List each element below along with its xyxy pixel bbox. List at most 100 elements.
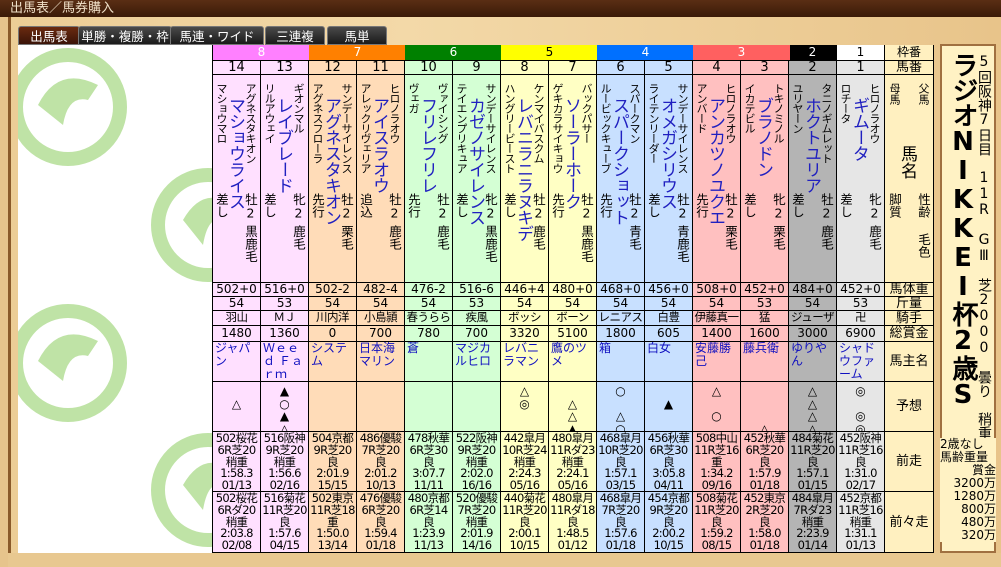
horse-column[interactable]: 4 6 スパークマン ルービックキューブ スパークショット 牡2 青毛 先行 468+0 54 レニ…: [597, 45, 694, 553]
horse-name: スパークショット: [609, 97, 629, 225]
horse-column[interactable]: 5 8 ケンマイバスクム ハングリービースト レバニラニラヌキデ 牡2 鹿毛 差し 446+4 5…: [501, 45, 598, 553]
weight-condition: 馬齢重量: [940, 450, 989, 464]
running-style: 先行: [694, 193, 709, 218]
horse-name-cell[interactable]: ヴァイシング ヴェガ フリレフリレ 牡2 鹿毛 先行: [405, 75, 452, 283]
second-previous-race[interactable]: 452東京 2R芝20 良 1:58.0 01/18: [741, 492, 788, 553]
horse-column[interactable]: 1 1 ヒロノラオウ ロチータ ギムータ 牝2 鹿毛 差し 452+0 53 卍 6900 シャドウファ…: [837, 45, 885, 553]
prediction-marks: ◎ ◎ ◎: [837, 382, 884, 432]
second-previous-race[interactable]: 452京都 11R芝16 稍重 1:31.1 01/13: [837, 492, 884, 553]
horse-name-cell[interactable]: ギオンマル リルアウェイ レイブレード 牝2 鹿毛 差し: [261, 75, 308, 283]
jockey-name: レニアス: [597, 311, 644, 326]
horse-name-cell[interactable]: ヒロノラオウ アレックリヴェリア アイスラオウ 牡2 鹿毛 追込: [357, 75, 404, 283]
race-line: 1:59.2: [700, 526, 733, 541]
tab-2[interactable]: 馬連・ワイド: [170, 26, 264, 45]
prize-amount: 320万: [961, 528, 996, 542]
horse-name-cell[interactable]: サンデーサイレンス アグネスフローラ アグネスタキオン 牡2 栗毛 先行: [309, 75, 356, 283]
previous-race[interactable]: 484菊花 11R芝20 良 1:57.1 01/15: [789, 432, 836, 492]
horse-column[interactable]: 69サンデーサイレンステイエンプリキュアカゼノサイレンス牝2黒鹿毛差し516-6…: [453, 45, 501, 553]
second-previous-race[interactable]: 484皐月 7Rダ23 稍重 2:23.9 01/14: [789, 492, 836, 553]
previous-race[interactable]: 516阪神 9R芝20 稍重 1:56.6 02/16: [261, 432, 308, 492]
horse-column[interactable]: 45サンデーサイレンスライテンリーダーオメガシリウス牡2青鹿毛差し456+054…: [645, 45, 693, 553]
horse-number: 9: [453, 61, 500, 75]
horse-column[interactable]: 33トキノミノルイカテビルブラノドン牝2栗毛差し452+053猛1600藤兵衛△…: [741, 45, 789, 553]
horse-name-cell[interactable]: サンデーサイレンス ライテンリーダー オメガシリウス 牡2 青鹿毛 差し: [645, 75, 692, 283]
second-previous-race[interactable]: 454京都 9R芝20 良 2:00.2 10/15: [645, 492, 692, 553]
previous-race[interactable]: 486優駿 7R芝20 良 2:01.2 10/13: [357, 432, 404, 492]
race-line: 11R芝20: [502, 502, 547, 517]
jockey-name: 卍: [837, 311, 884, 326]
prediction-marks: ▲: [645, 382, 692, 432]
previous-race[interactable]: 504京都 9R芝20 良 2:01.9 15/15: [309, 432, 356, 492]
horse-name-cell[interactable]: サンデーサイレンス テイエンプリキュア カゼノサイレンス 牝2 黒鹿毛 差し: [453, 75, 500, 283]
race-line: 11R芝16: [694, 442, 739, 457]
previous-race[interactable]: 452阪神 11R芝16 良 1:31.0 02/17: [837, 432, 884, 492]
prediction-mark: ▲: [279, 384, 290, 398]
race-line: 452阪神: [839, 432, 882, 445]
race-line: 稍重: [273, 454, 296, 469]
horse-column[interactable]: 57バックパサーゲキカラサイキョウソーラーホーク牡2黒鹿毛先行480+054ボー…: [549, 45, 597, 553]
race-line: 1:59.4: [364, 526, 397, 541]
second-previous-race[interactable]: 468皐月 7R芝20 良 1:57.6 01/18: [597, 492, 644, 553]
race-line: 6Rダ20: [217, 502, 257, 517]
second-previous-race[interactable]: 440菊花 11R芝20 良 2:00.1 10/15: [501, 492, 548, 553]
horse-column[interactable]: 711ヒロノラオウアレックリヴェリアアイスラオウ牡2鹿毛追込482-454小島頴…: [357, 45, 405, 553]
race-line: 2:02.0: [460, 466, 493, 481]
coat-color: 鹿毛: [531, 225, 546, 250]
previous-race[interactable]: 522阪神 9R芝20 稍重 2:02.0 16/16: [453, 432, 500, 492]
race-line: 516阪神: [263, 432, 306, 445]
race-line: 01/18: [605, 538, 636, 553]
second-previous-race[interactable]: 476優駿 6R芝20 良 1:59.4 01/18: [357, 492, 404, 553]
previous-race[interactable]: 502桜花 6R芝20 稍重 1:58.3 01/13: [213, 432, 260, 492]
prize-amount: 480万: [961, 515, 996, 529]
race-info: 5回阪神7日目 11R GⅢ 芝2000 曇り 稍重: [976, 54, 992, 440]
carried-weight: 53: [837, 297, 884, 311]
sex-age: 牡2: [723, 193, 738, 221]
horse-column[interactable]: 8 14 アグネスタキオン マショウマロ マショウライス 牡2 黒鹿毛 差し 502+0 54 羽山…: [213, 45, 310, 553]
race-line: 6R芝20: [217, 442, 257, 457]
horse-name-cell[interactable]: ケンマイバスクム ハングリービースト レバニラニラヌキデ 牡2 鹿毛 差し: [501, 75, 548, 283]
horse-name-cell[interactable]: タニノギムレット ユリヤーン ホクトユリア 牡2 鹿毛 差し: [789, 75, 836, 283]
horse-column[interactable]: 6 10 ヴァイシング ヴェガ フリレフリレ 牡2 鹿毛 先行 476-2 54 春うらら 780 蒼 4…: [405, 45, 502, 553]
race-line: 良: [279, 514, 291, 529]
jockey-name: 猛: [741, 311, 788, 326]
horse-name-cell[interactable]: ヒロノラオウ アンバード アンカツノユクエ 牡2 栗毛 先行: [693, 75, 740, 283]
dam-name: ライテンリーダー: [647, 83, 660, 163]
second-previous-race[interactable]: 480京都 6R芝14 良 1:23.9 11/13: [405, 492, 452, 553]
coat-color: 鹿毛: [387, 225, 402, 250]
tab-3[interactable]: 三連複: [265, 26, 325, 45]
horse-column[interactable]: 813ギオンマルリルアウェイレイブレード牝2鹿毛差し516+053ＭＪ1360Ｗ…: [261, 45, 309, 553]
horse-column[interactable]: 7 12 サンデーサイレンス アグネスフローラ アグネスタキオン 牡2 栗毛 先行 502-2 5…: [309, 45, 406, 553]
tab-0[interactable]: 出馬表: [18, 26, 80, 45]
second-previous-race[interactable]: 520優駿 7R芝20 稍重 2:01.9 14/16: [453, 492, 500, 553]
horse-column[interactable]: 3 4 ヒロノラオウ アンバード アンカツノユクエ 牡2 栗毛 先行 508+0 54 伊藤真一 14…: [693, 45, 790, 553]
frame-number: 5: [501, 45, 598, 61]
previous-race[interactable]: 442皐月 10R芝24 稍重 2:24.3 05/16: [501, 432, 548, 492]
second-previous-race[interactable]: 516菊花 11R芝20 良 1:57.6 04/15: [261, 492, 308, 553]
prediction-marks: [309, 382, 356, 432]
tab-1[interactable]: 単勝・複勝・枠連: [78, 26, 172, 63]
previous-race[interactable]: 478秋華 6R芝30 良 3:07.7 11/11: [405, 432, 452, 492]
race-line: 04/15: [269, 538, 300, 553]
horse-name-cell[interactable]: バックパサー ゲキカラサイキョウ ソーラーホーク 牡2 黒鹿毛 先行: [549, 75, 596, 283]
tab-4[interactable]: 馬単: [327, 26, 387, 45]
second-previous-race[interactable]: 502東京 11R芝18 重 1:50.0 13/14: [309, 492, 356, 553]
second-previous-race[interactable]: 502桜花 6Rダ20 稍重 2:03.8 02/08: [213, 492, 260, 553]
race-line: 良: [711, 514, 723, 529]
body-weight: 452+0: [837, 283, 884, 297]
race-line: 454京都: [647, 492, 690, 505]
previous-race[interactable]: 468皐月 10R芝20 良 1:57.1 03/15: [597, 432, 644, 492]
previous-race[interactable]: 508中山 11R芝16 重 1:34.2 09/16: [693, 432, 740, 492]
horse-column[interactable]: 2 2 タニノギムレット ユリヤーン ホクトユリア 牡2 鹿毛 差し 484+0 54 ジューザ 30…: [789, 45, 837, 553]
horse-name-cell[interactable]: スパークマン ルービックキューブ スパークショット 牡2 青毛 先行: [597, 75, 644, 283]
horse-name-cell[interactable]: ヒロノラオウ ロチータ ギムータ 牝2 鹿毛 差し: [837, 75, 884, 283]
horse-name-cell[interactable]: トキノミノル イカテビル ブラノドン 牝2 栗毛 差し: [741, 75, 788, 283]
second-previous-race[interactable]: 508菊花 11R芝20 良 1:59.2 08/15: [693, 492, 740, 553]
race-line: 良: [519, 514, 531, 529]
horse-name-cell[interactable]: アグネスタキオン マショウマロ マショウライス 牡2 黒鹿毛 差し: [213, 75, 260, 283]
previous-race[interactable]: 452秋華 6R芝20 良 1:57.9 01/18: [741, 432, 788, 492]
race-line: 1:48.5: [556, 526, 589, 541]
body-weight: 452+0: [741, 283, 788, 297]
previous-race[interactable]: 456秋華 6R芝30 良 3:05.8 04/11: [645, 432, 692, 492]
previous-race[interactable]: 480皐月 11Rダ23 稍重 2:24.1 05/16: [549, 432, 596, 492]
second-previous-race[interactable]: 480皐月 11Rダ18 良 1:48.5 01/12: [549, 492, 596, 553]
